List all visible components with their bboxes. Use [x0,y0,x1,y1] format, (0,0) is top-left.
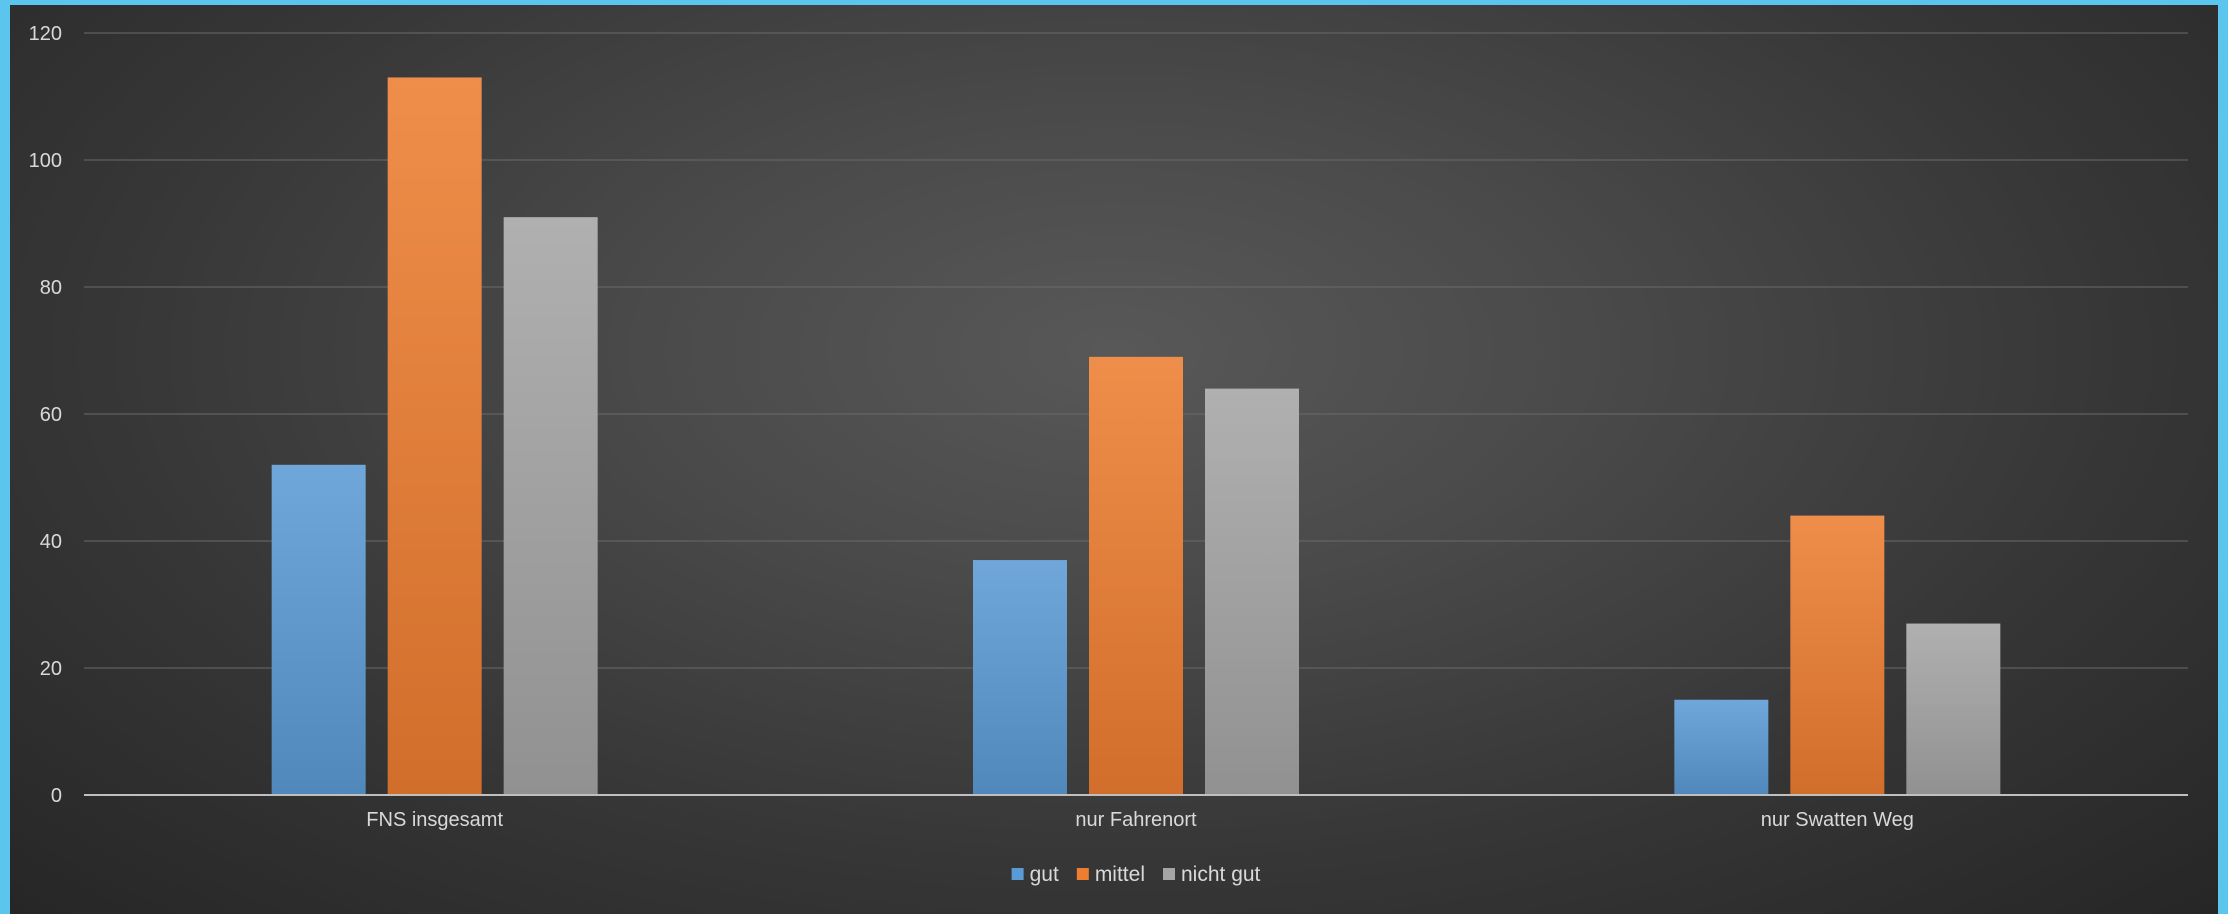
y-tick-label: 100 [29,150,62,172]
legend-label-mittel: mittel [1095,863,1145,886]
x-category-label: FNS insgesamt [366,809,503,831]
bars [271,77,2001,795]
chart-area: 0 20 40 60 80 100 120 FNS insgesamt nur Fahreno… [10,5,2218,914]
legend-swatch-mittel [1076,868,1089,880]
x-category-label: nur Swatten Weg [1761,809,1914,831]
y-tick-label: 80 [40,277,62,299]
bar-mittel-1 [1089,356,1183,795]
y-tick-label: 0 [51,785,62,807]
legend-swatch-gut [1011,868,1024,880]
bar-mittel-0 [387,77,482,795]
legend-swatch-nicht-gut [1163,868,1175,880]
legend: gut mittel nicht gut [1011,863,1261,886]
bar-nicht-gut-2 [1906,623,2001,795]
y-tick-label: 20 [40,658,62,680]
y-axis-tick-labels: 0 20 40 60 80 100 120 [29,23,62,807]
bar-chart: 0 20 40 60 80 100 120 FNS insgesamt nur Fahreno… [29,23,2188,886]
y-tick-label: 40 [40,531,62,553]
bar-gut-0 [271,464,366,795]
y-tick-label: 120 [29,23,62,45]
bar-nicht-gut-1 [1205,388,1299,795]
bar-mittel-2 [1790,515,1885,795]
bar-gut-2 [1674,699,1769,795]
legend-label-gut: gut [1030,863,1059,886]
y-tick-label: 60 [40,404,62,426]
legend-label-nicht-gut: nicht gut [1181,863,1261,886]
x-axis-category-labels: FNS insgesamt nur Fahrenort nur Swatten We… [366,809,1914,831]
bar-nicht-gut-0 [503,217,598,795]
x-category-label: nur Fahrenort [1075,809,1197,831]
bar-gut-1 [973,560,1067,795]
